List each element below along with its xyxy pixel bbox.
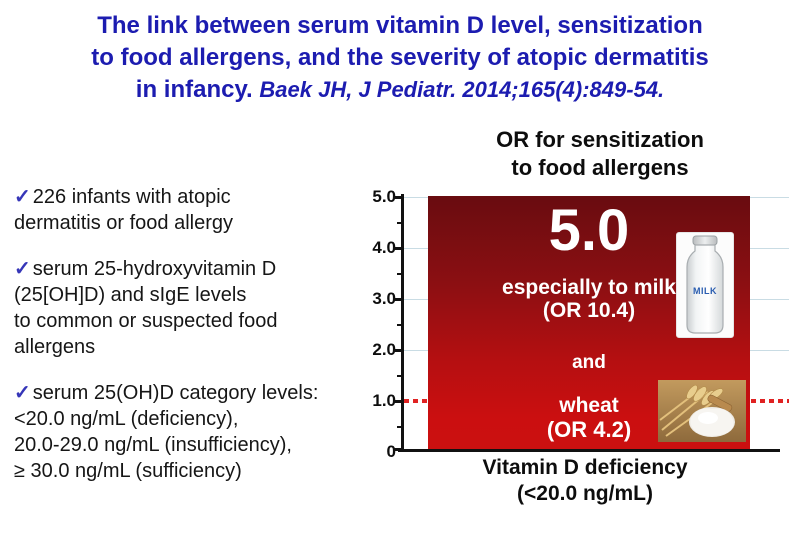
milk-annotation-line-1: especially to milk (502, 276, 676, 299)
title-line-1: The link between serum vitamin D level, … (97, 12, 703, 39)
title-line-3: in infancy. Baek JH, J Pediatr. 2014;165… (0, 74, 800, 106)
y-tick-label: 0 (386, 442, 396, 461)
title-line-3-bold: in infancy. (135, 76, 253, 103)
y-tick (393, 400, 402, 403)
bullet-line: 20.0-29.0 ng/mL (insufficiency), (14, 434, 292, 456)
bullet-categories: ✓ serum 25(OH)D category levels: <20.0 ng… (14, 380, 362, 484)
check-icon: ✓ (14, 258, 31, 280)
y-axis (401, 194, 404, 452)
bullet-line: ≥ 30.0 ng/mL (sufficiency) (14, 460, 242, 482)
bullet-text: serum 25(OH)D category levels: (32, 382, 319, 404)
y-tick-minor (397, 375, 403, 377)
chart-title-line-1: OR for sensitization (496, 127, 704, 152)
svg-text:MILK: MILK (693, 286, 717, 296)
y-tick (393, 349, 402, 352)
chart-title-line-2: to food allergens (511, 155, 689, 180)
bullet-cohort: ✓ 226 infants with atopic dermatitis or f… (14, 184, 362, 236)
y-tick-label: 2.0 (372, 340, 396, 359)
bullet-text: serum 25-hydroxyvitamin D (32, 258, 277, 280)
y-tick (393, 196, 402, 199)
title-line-2: to food allergens, and the severity of a… (91, 44, 709, 71)
y-tick-label: 4.0 (372, 238, 396, 257)
milk-bottle-icon: MILK (676, 232, 734, 338)
x-axis (398, 449, 780, 452)
y-tick-minor (397, 273, 403, 275)
y-tick (393, 247, 402, 250)
x-category-line-1: Vitamin D deficiency (482, 456, 688, 479)
reference-line-left (404, 399, 428, 403)
bullet-measurements: ✓ serum 25-hydroxyvitamin D (25[OH]D) and… (14, 256, 362, 360)
bullet-line: ✓ 226 infants with atopic (14, 184, 362, 210)
y-tick-label: 1.0 (372, 391, 396, 410)
bullet-line: allergens (14, 336, 96, 358)
study-notes: ✓ 226 infants with atopic dermatitis or f… (14, 184, 362, 504)
wheat-flour-graphic (658, 380, 746, 442)
bullet-line: to common or suspected food (14, 310, 278, 332)
reference-line-right (751, 399, 789, 403)
conjunction-label: and (572, 352, 606, 373)
bullet-text: 226 infants with atopic (32, 186, 231, 208)
wheat-annotation-line-1: wheat (559, 394, 619, 417)
check-icon: ✓ (14, 186, 31, 208)
y-tick (393, 448, 402, 451)
y-tick-label: 5.0 (372, 187, 396, 206)
milk-bottle-graphic: MILK (686, 235, 724, 334)
wheat-annotation-line-2: (OR 4.2) (546, 417, 632, 442)
check-icon: ✓ (14, 382, 31, 404)
y-tick-minor (397, 222, 403, 224)
y-tick-label: 3.0 (372, 289, 396, 308)
bullet-line: ✓ serum 25-hydroxyvitamin D (14, 256, 362, 282)
milk-annotation-line-2: (OR 10.4) (542, 299, 636, 322)
bar-value-label: 5.0 (548, 198, 630, 263)
bullet-line: dermatitis or food allergy (14, 212, 233, 234)
y-tick-minor (397, 426, 403, 428)
citation: Baek JH, J Pediatr. 2014;165(4):849-54. (259, 77, 665, 102)
page-title: The link between serum vitamin D level, … (0, 10, 800, 106)
bullet-line: <20.0 ng/mL (deficiency), (14, 408, 239, 430)
chart-title: OR for sensitization to food allergens (430, 126, 770, 182)
wheat-flour-icon (658, 380, 746, 442)
x-category-line-2: (<20.0 ng/mL) (517, 482, 653, 505)
x-category-label: Vitamin D deficiency (<20.0 ng/mL) (400, 455, 770, 507)
bullet-line: ✓ serum 25(OH)D category levels: (14, 380, 362, 406)
y-tick (393, 298, 402, 301)
bullet-line: (25[OH]D) and sIgE levels (14, 284, 247, 306)
y-tick-minor (397, 324, 403, 326)
